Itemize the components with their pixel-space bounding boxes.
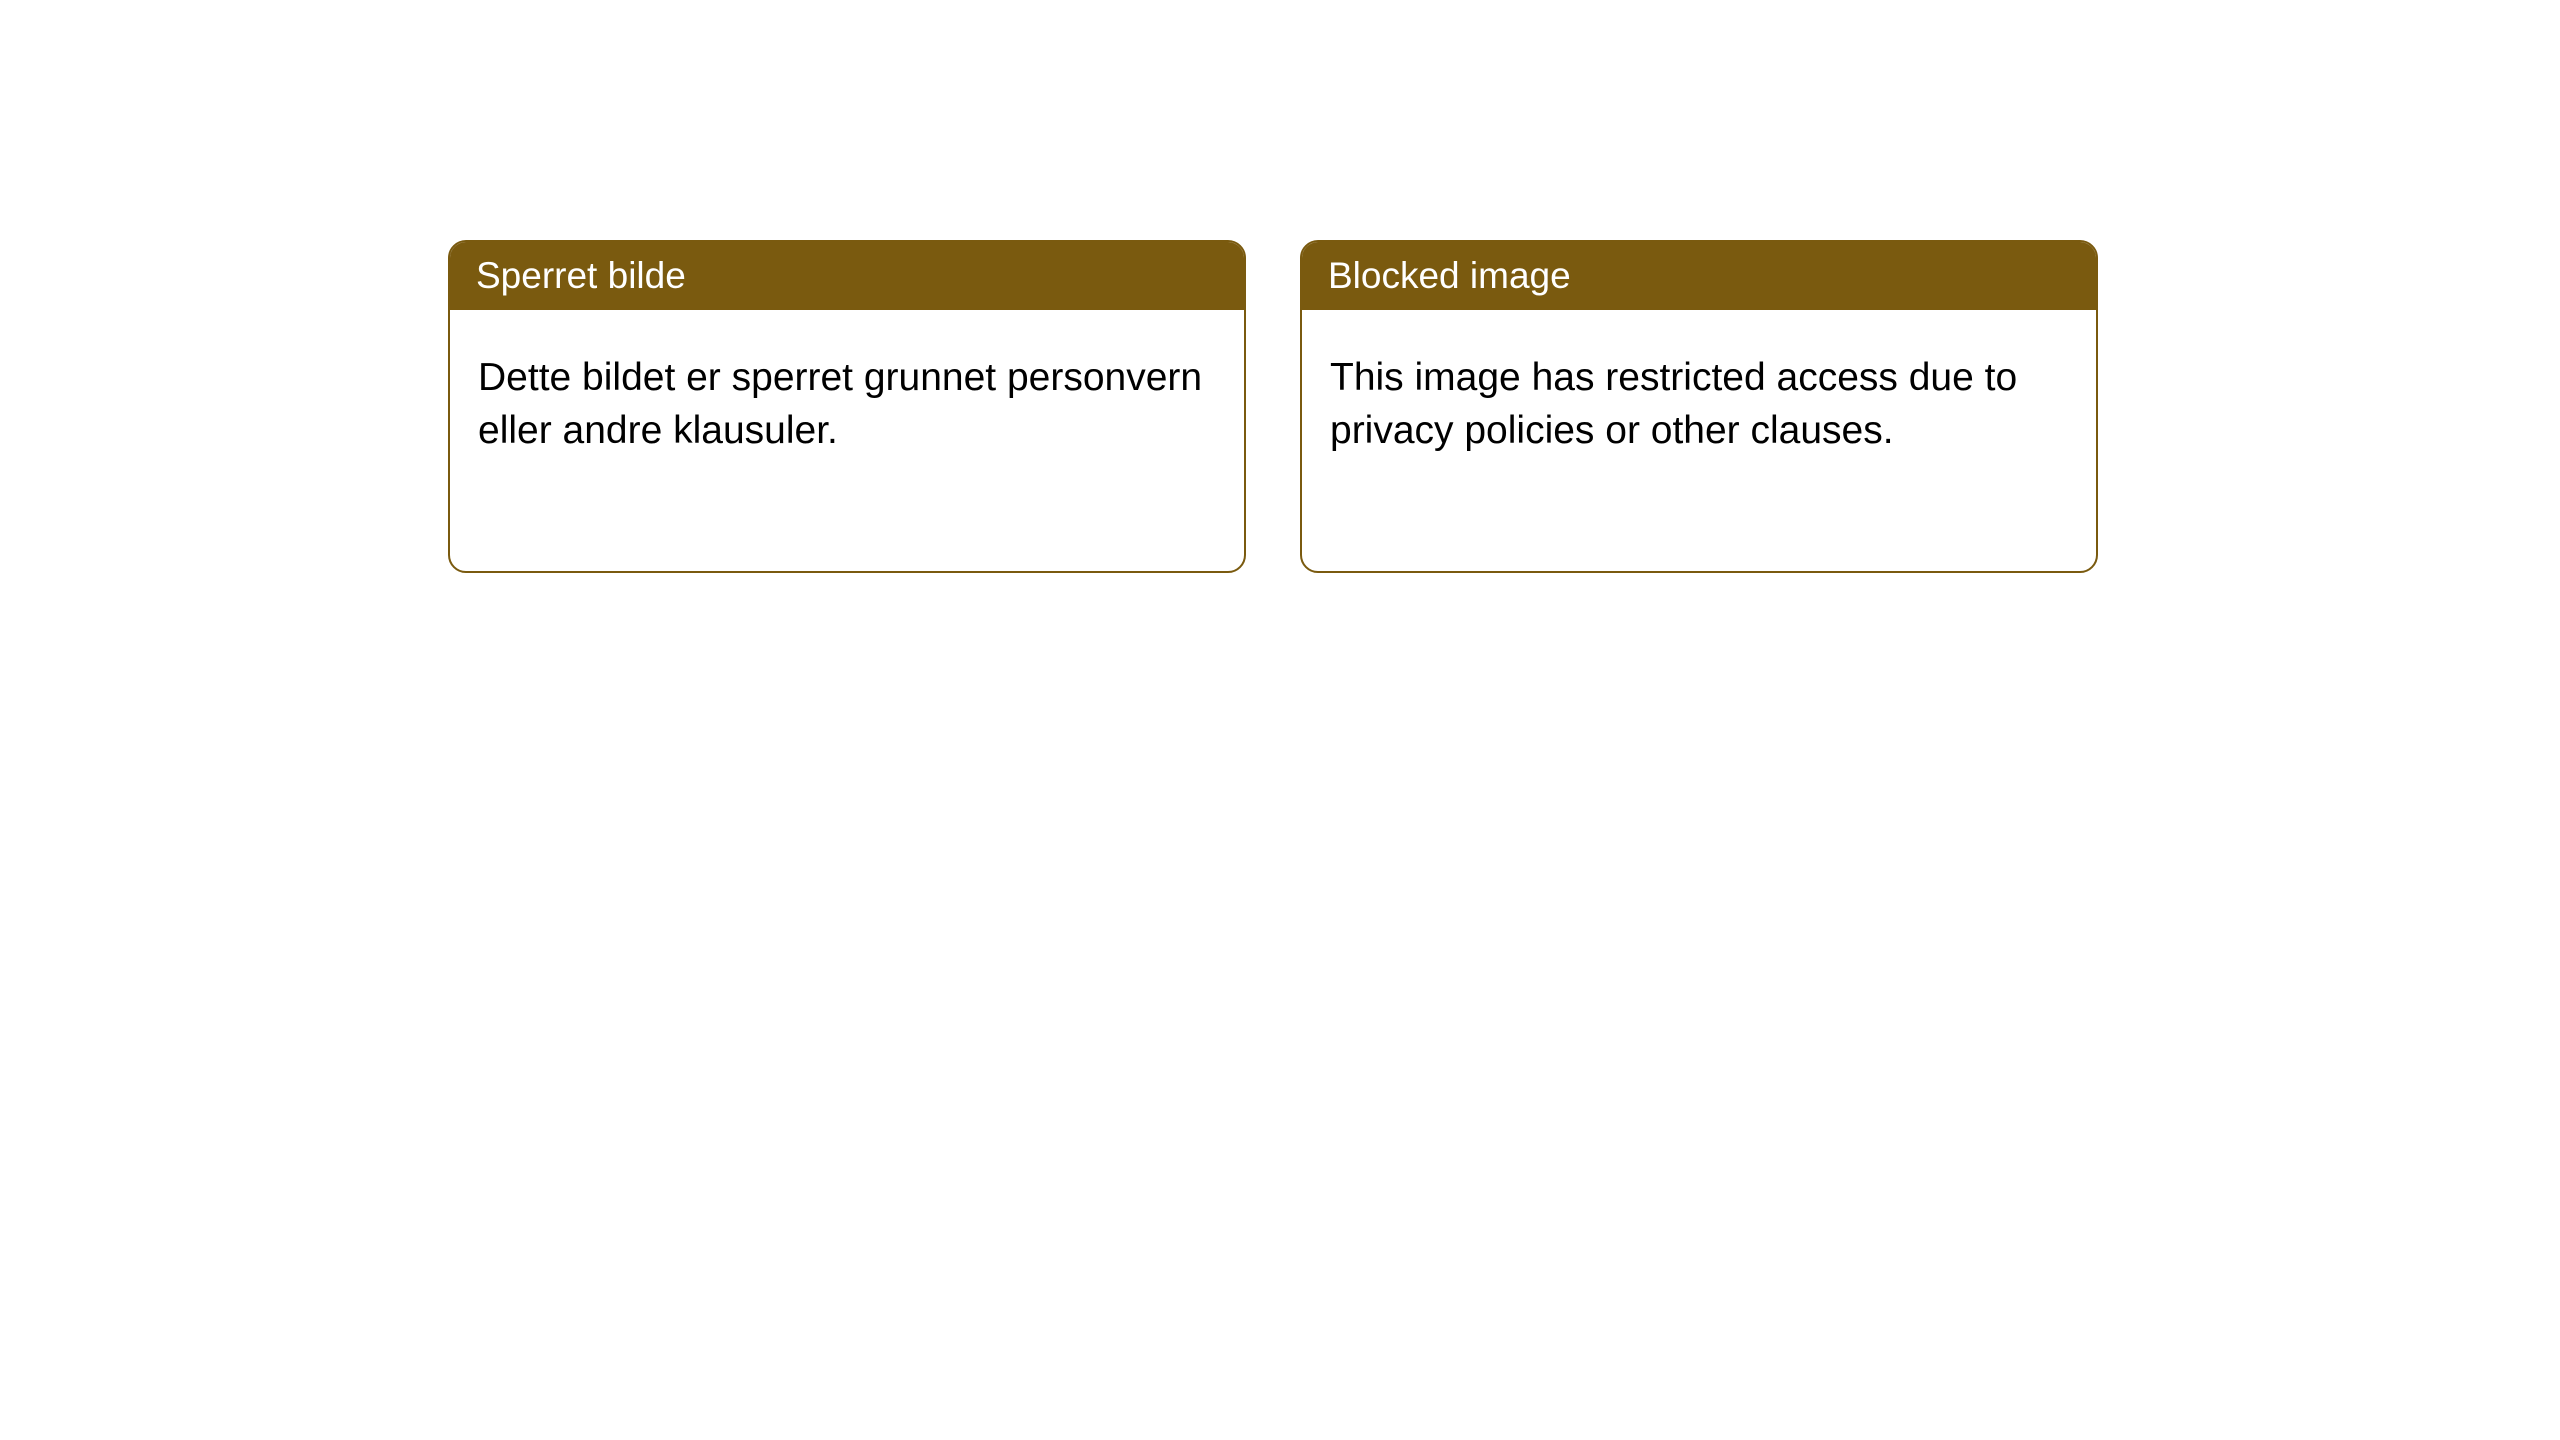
- notice-message: Dette bildet er sperret grunnet personve…: [478, 356, 1202, 452]
- notice-title: Blocked image: [1328, 255, 1571, 296]
- notice-card-header: Blocked image: [1302, 242, 2096, 310]
- notice-card-header: Sperret bilde: [450, 242, 1244, 310]
- notice-title: Sperret bilde: [476, 255, 686, 296]
- notice-message: This image has restricted access due to …: [1330, 356, 2017, 452]
- notice-card-no: Sperret bilde Dette bildet er sperret gr…: [448, 240, 1246, 573]
- notice-container: Sperret bilde Dette bildet er sperret gr…: [448, 240, 2098, 573]
- notice-card-body: This image has restricted access due to …: [1302, 310, 2096, 499]
- notice-card-en: Blocked image This image has restricted …: [1300, 240, 2098, 573]
- notice-card-body: Dette bildet er sperret grunnet personve…: [450, 310, 1244, 499]
